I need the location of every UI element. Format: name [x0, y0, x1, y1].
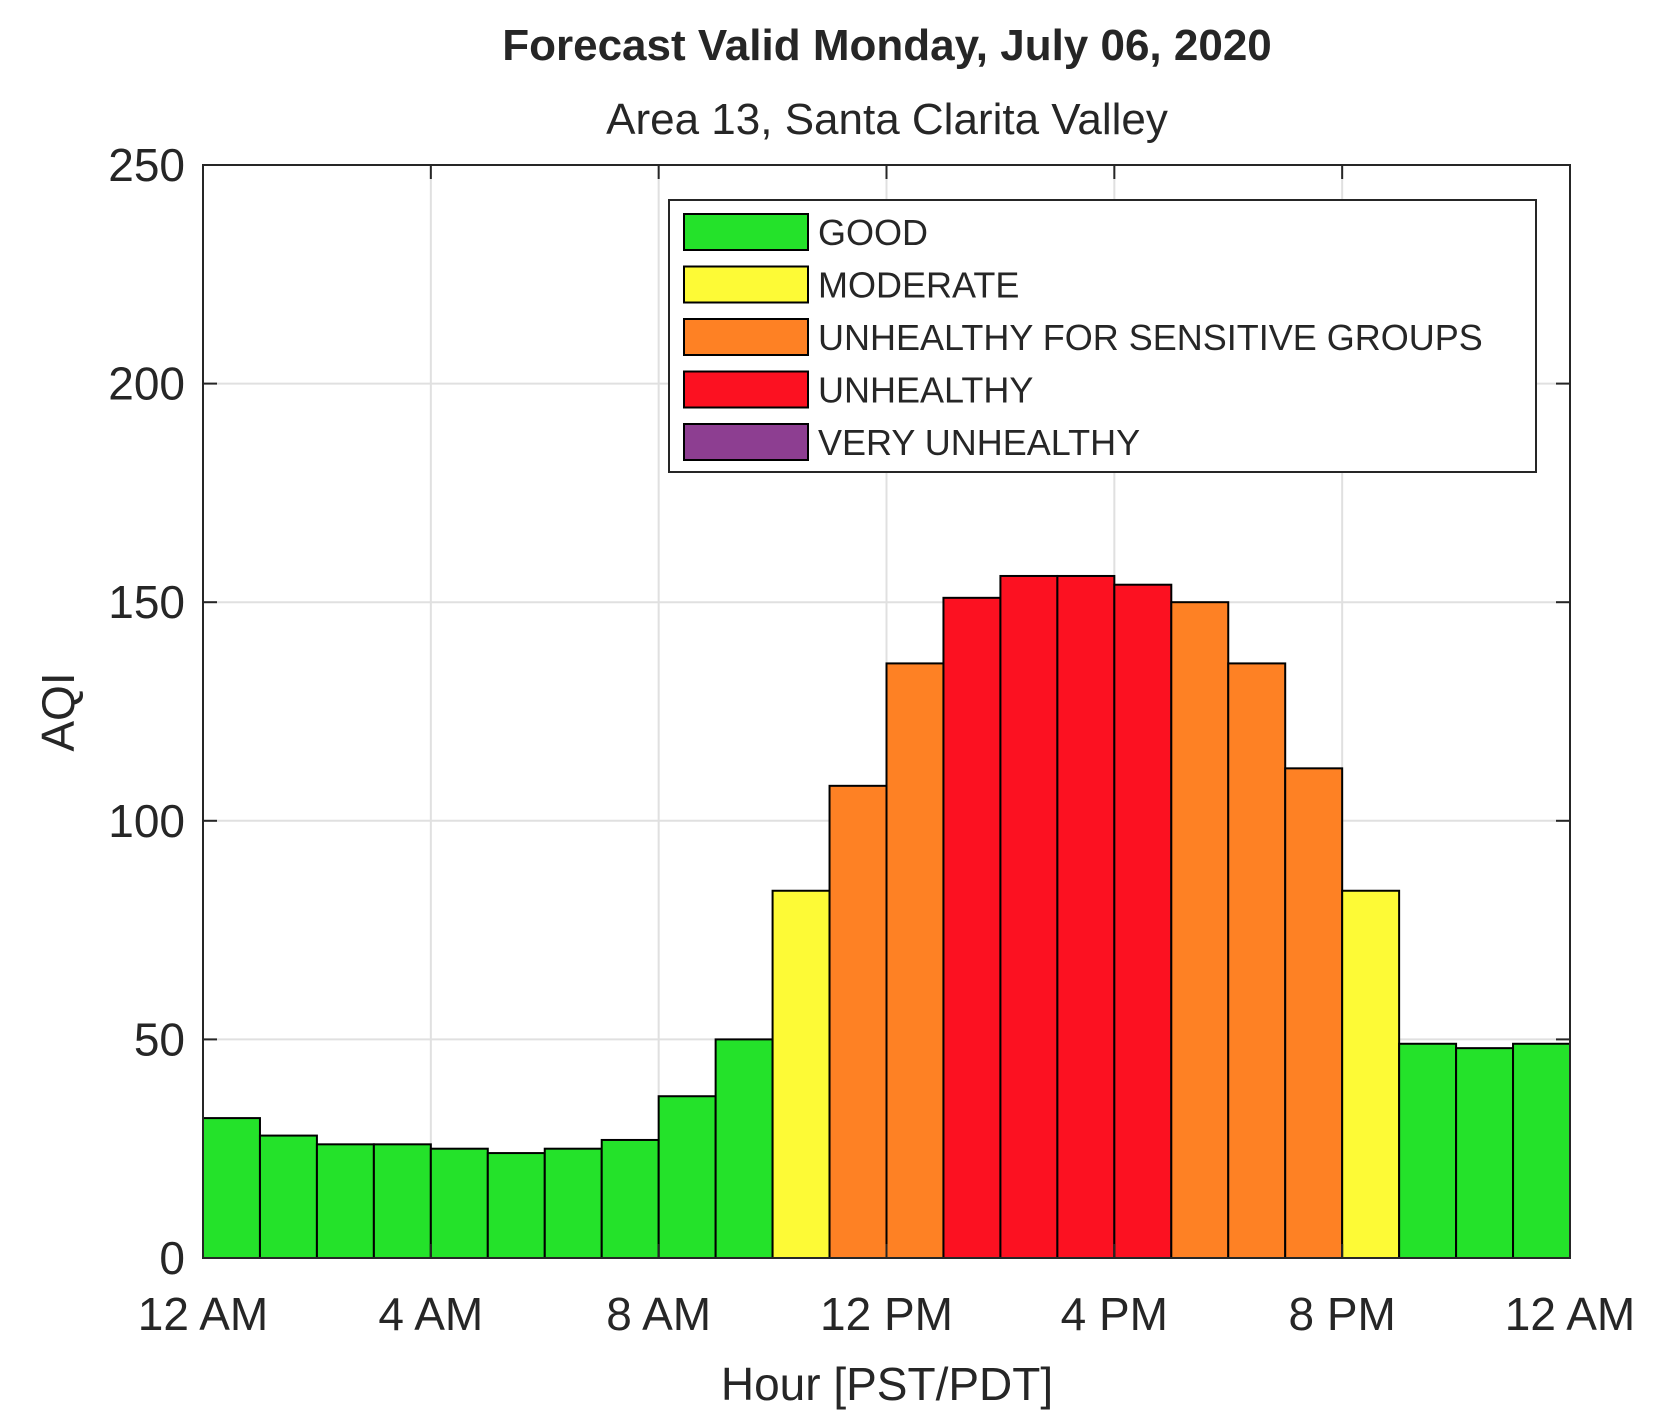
- bar-hour-14: [999, 574, 1059, 1259]
- y-tick-label: 200: [108, 358, 185, 410]
- bar-hour-19: [1284, 767, 1344, 1259]
- y-tick-label: 100: [108, 795, 185, 847]
- legend-box: [668, 199, 1537, 473]
- legend-swatch: [683, 423, 809, 461]
- bar-hour-10: [771, 889, 831, 1259]
- bar-hour-20: [1341, 889, 1401, 1259]
- x-tick-label: 4 PM: [1061, 1288, 1168, 1340]
- bar-hour-23: [1512, 1042, 1571, 1259]
- ticks: 0 50 100 150 200 250 12 AM 4 AM 8 AM 12 PM 4 PM 8 P…: [108, 139, 1635, 1340]
- y-tick-label: 0: [159, 1232, 185, 1284]
- bar-hour-7: [600, 1138, 660, 1260]
- bar-hour-18: [1227, 662, 1287, 1259]
- bar-hour-22: [1455, 1047, 1515, 1260]
- bars: [202, 574, 1571, 1260]
- legend-swatch: [683, 213, 809, 251]
- bar-hour-15: [1056, 574, 1116, 1259]
- y-tick-label: 150: [108, 576, 185, 628]
- x-tick-label: 8 PM: [1288, 1288, 1395, 1340]
- bar-hour-16: [1113, 583, 1173, 1259]
- bar-hour-5: [486, 1152, 546, 1260]
- legend-label: GOOD: [818, 212, 928, 253]
- bar-hour-0: [202, 1117, 261, 1259]
- y-axis-label: AQI: [32, 672, 84, 751]
- legend: GOOD MODERATE UNHEALTHY FOR SENSITIVE GROU…: [668, 199, 1537, 473]
- x-tick-label: 4 AM: [378, 1288, 483, 1340]
- bar-hour-9: [714, 1038, 774, 1260]
- legend-label: UNHEALTHY FOR SENSITIVE GROUPS: [818, 317, 1483, 358]
- x-tick-label: 12 AM: [138, 1288, 268, 1340]
- bar-hour-4: [429, 1147, 489, 1259]
- legend-label: VERY UNHEALTHY: [818, 422, 1140, 463]
- legend-swatch: [683, 318, 809, 356]
- bar-hour-6: [543, 1147, 603, 1259]
- bar-hour-13: [942, 596, 1002, 1259]
- bar-hour-17: [1170, 601, 1230, 1259]
- y-tick-label: 50: [134, 1013, 185, 1065]
- legend-label: UNHEALTHY: [818, 370, 1033, 411]
- x-tick-label: 12 PM: [820, 1288, 953, 1340]
- x-axis-label: Hour [PST/PDT]: [721, 1358, 1053, 1410]
- legend-label: MODERATE: [818, 265, 1019, 306]
- bar-hour-21: [1398, 1042, 1458, 1259]
- bar-hour-8: [657, 1095, 717, 1259]
- x-tick-label: 8 AM: [606, 1288, 711, 1340]
- legend-swatch: [683, 265, 809, 304]
- bar-hour-3: [372, 1143, 432, 1259]
- bar-hour-12: [885, 662, 945, 1259]
- legend-swatch: [683, 370, 809, 409]
- chart-subtitle: Area 13, Santa Clarita Valley: [606, 95, 1168, 144]
- x-tick-label: 12 AM: [1505, 1288, 1635, 1340]
- y-tick-label: 250: [108, 139, 185, 191]
- chart-title: Forecast Valid Monday, July 06, 2020: [502, 21, 1272, 70]
- bar-hour-1: [258, 1134, 318, 1259]
- bar-hour-11: [828, 784, 888, 1259]
- bar-hour-2: [315, 1143, 375, 1259]
